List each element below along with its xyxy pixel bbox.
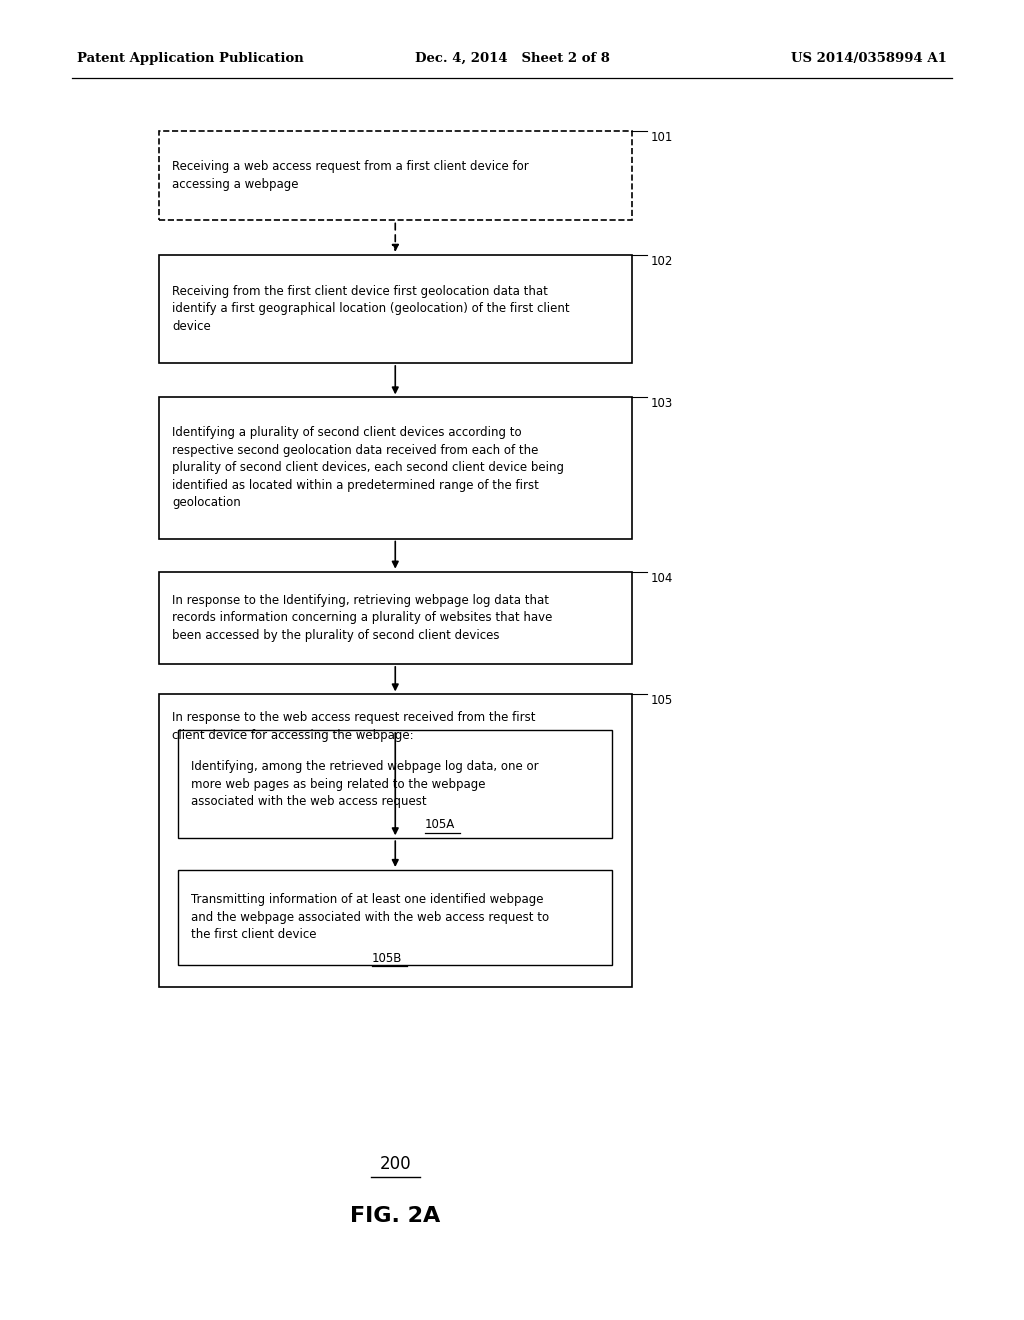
Text: Identifying, among the retrieved webpage log data, one or
more web pages as bein: Identifying, among the retrieved webpage… (191, 760, 539, 808)
Text: Transmitting information of at least one identified webpage
and the webpage asso: Transmitting information of at least one… (191, 894, 550, 941)
Text: In response to the Identifying, retrieving webpage log data that
records informa: In response to the Identifying, retrievi… (172, 594, 552, 642)
Text: US 2014/0358994 A1: US 2014/0358994 A1 (792, 51, 947, 65)
Text: Identifying a plurality of second client devices according to
respective second : Identifying a plurality of second client… (172, 426, 564, 510)
Bar (178, 730, 612, 838)
Text: Receiving a web access request from a first client device for
accessing a webpag: Receiving a web access request from a fi… (172, 160, 528, 191)
Bar (159, 255, 632, 363)
Text: 200: 200 (380, 1155, 411, 1173)
Text: 105: 105 (650, 694, 673, 708)
Bar (159, 131, 632, 220)
Text: 105B: 105B (372, 952, 402, 965)
Bar (159, 694, 632, 987)
Text: 102: 102 (650, 255, 673, 268)
Bar (159, 397, 632, 539)
Text: Receiving from the first client device first geolocation data that
identify a fi: Receiving from the first client device f… (172, 285, 569, 333)
Text: 104: 104 (650, 572, 673, 585)
Text: Patent Application Publication: Patent Application Publication (77, 51, 303, 65)
Bar (159, 572, 632, 664)
Text: FIG. 2A: FIG. 2A (350, 1205, 440, 1226)
Text: In response to the web access request received from the first
client device for : In response to the web access request re… (172, 711, 536, 742)
Text: 103: 103 (650, 397, 673, 411)
Text: Dec. 4, 2014   Sheet 2 of 8: Dec. 4, 2014 Sheet 2 of 8 (415, 51, 609, 65)
Bar (178, 870, 612, 965)
Text: 105A: 105A (425, 818, 456, 832)
Text: 101: 101 (650, 131, 673, 144)
